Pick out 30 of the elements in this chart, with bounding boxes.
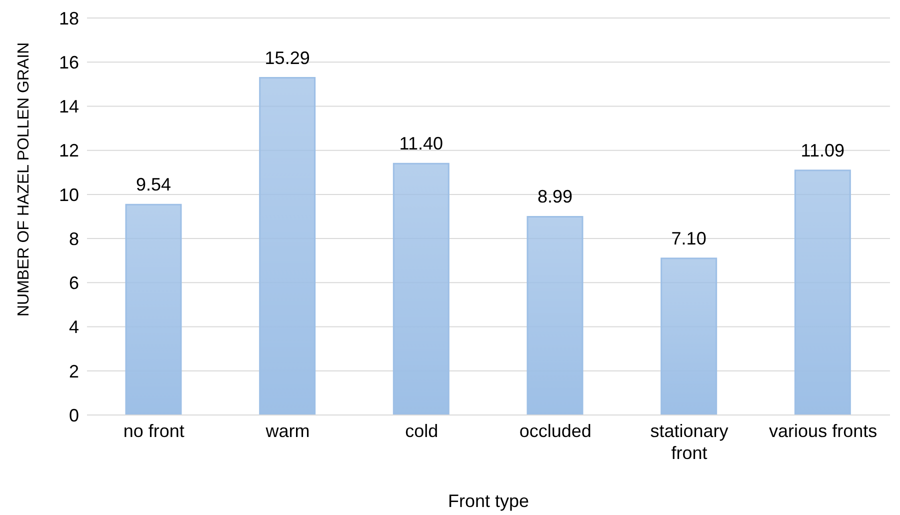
x-axis-title: Front type: [448, 491, 530, 511]
x-tick-label: cold: [405, 421, 438, 441]
data-label: 9.54: [136, 174, 172, 195]
data-label: 15.29: [264, 48, 310, 68]
y-tick-label: 16: [58, 52, 79, 72]
y-tick-label: 0: [68, 405, 79, 426]
bar: [660, 258, 718, 415]
x-tick-label: various fronts: [769, 421, 878, 441]
data-label: 11.09: [800, 140, 845, 160]
data-label: 8.99: [537, 186, 573, 207]
x-tick-label: warm: [264, 421, 310, 441]
bar: [794, 170, 851, 415]
x-tick-label: occluded: [519, 421, 592, 441]
data-label: 7.10: [671, 228, 706, 248]
bar: [392, 162, 450, 415]
y-tick-label: 4: [68, 317, 79, 338]
data-label: 11.40: [399, 134, 444, 154]
bar: [259, 77, 316, 415]
bar: [125, 204, 182, 415]
y-axis-title: NUMBER OF HAZEL POLLEN GRAIN: [16, 42, 33, 316]
bar: [526, 216, 584, 415]
y-tick-label: 6: [68, 273, 79, 294]
y-tick-label: 14: [58, 96, 79, 117]
y-tick-label: 18: [58, 8, 79, 28]
y-tick-label: 8: [68, 228, 79, 249]
x-tick-label: stationary front: [650, 421, 728, 463]
y-tick-label: 12: [58, 140, 79, 161]
x-tick-label: no front: [123, 421, 184, 441]
y-tick-label: 10: [58, 184, 79, 205]
y-tick-label: 2: [68, 361, 79, 382]
